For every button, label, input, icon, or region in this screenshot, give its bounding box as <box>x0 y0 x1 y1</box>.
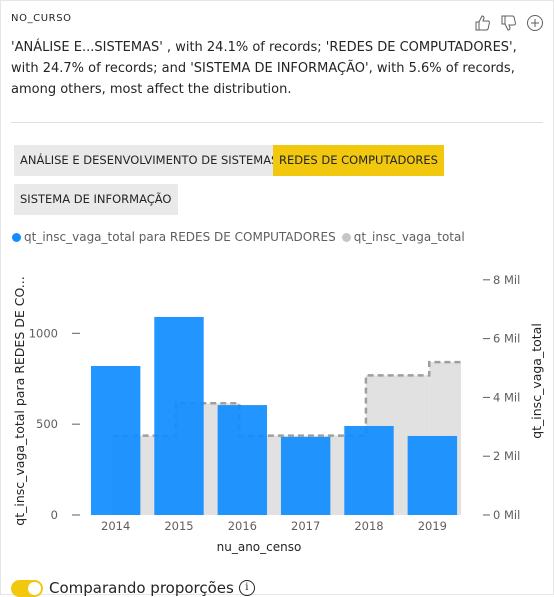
header-icons <box>473 13 545 33</box>
primary-bar[interactable] <box>408 436 457 515</box>
divider <box>11 122 543 123</box>
left-tick-label: 1000 <box>29 326 58 340</box>
y-axis-title-left: qt_insc_vaga_total para REDES DE CO... <box>12 276 27 525</box>
plus-icon[interactable] <box>525 13 545 33</box>
bar-chart: 0 500 1000 0 Mil 2 Mil 4 Mil 6 Mil 8 Mil 2014 2… <box>1 251 554 561</box>
legend-dot-primary <box>12 233 21 242</box>
x-tick-label: 2018 <box>354 519 383 533</box>
x-tick-label: 2014 <box>101 519 130 533</box>
compare-proportions: Comparando proporções i <box>11 579 255 597</box>
right-tick-label: 2 Mil <box>493 449 520 463</box>
left-tick-label: 0 <box>51 508 58 522</box>
legend-label-primary: qt_insc_vaga_total para REDES DE COMPUTA… <box>24 230 336 244</box>
toggle-knob <box>28 582 41 595</box>
right-tick-label: 8 Mil <box>493 273 520 287</box>
x-axis-title: nu_ano_censo <box>217 540 302 554</box>
chip-redes-computadores[interactable]: REDES DE COMPUTADORES <box>273 145 444 176</box>
chip-sistema-informacao[interactable]: SISTEMA DE INFORMAÇÃO <box>14 184 178 215</box>
chip-analise-sistemas[interactable]: ANÁLISE E DESENVOLVIMENTO DE SISTEMAS <box>14 145 284 176</box>
right-tick-label: 0 Mil <box>493 508 520 522</box>
right-tick-label: 6 Mil <box>493 332 520 346</box>
legend-dot-comparison <box>342 233 351 242</box>
thumbs-down-icon[interactable] <box>499 13 519 33</box>
thumbs-up-icon[interactable] <box>473 13 493 33</box>
legend-item-comparison[interactable]: qt_insc_vaga_total <box>342 230 465 244</box>
right-tick-label: 4 Mil <box>493 390 520 404</box>
y-axis-title-right: qt_insc_vaga_total <box>529 323 544 439</box>
legend-label-comparison: qt_insc_vaga_total <box>354 230 465 244</box>
primary-bar[interactable] <box>91 366 140 515</box>
x-tick-label: 2017 <box>291 519 320 533</box>
chart-legend: qt_insc_vaga_total para REDES DE COMPUTA… <box>12 230 471 244</box>
insight-summary: 'ANÁLISE E...SISTEMAS' , with 24.1% of r… <box>11 37 545 100</box>
left-tick-label: 500 <box>36 417 58 431</box>
primary-bar[interactable] <box>218 405 267 515</box>
info-icon[interactable]: i <box>239 580 255 596</box>
primary-bar[interactable] <box>344 426 393 515</box>
legend-item-primary[interactable]: qt_insc_vaga_total para REDES DE COMPUTA… <box>12 230 336 244</box>
x-tick-label: 2015 <box>164 519 193 533</box>
compare-toggle[interactable] <box>11 580 43 597</box>
compare-toggle-label: Comparando proporções <box>49 579 234 597</box>
primary-bar[interactable] <box>281 437 330 515</box>
x-tick-label: 2019 <box>418 519 447 533</box>
x-tick-label: 2016 <box>228 519 257 533</box>
primary-bar[interactable] <box>154 317 203 515</box>
field-name: NO_CURSO <box>11 13 72 24</box>
